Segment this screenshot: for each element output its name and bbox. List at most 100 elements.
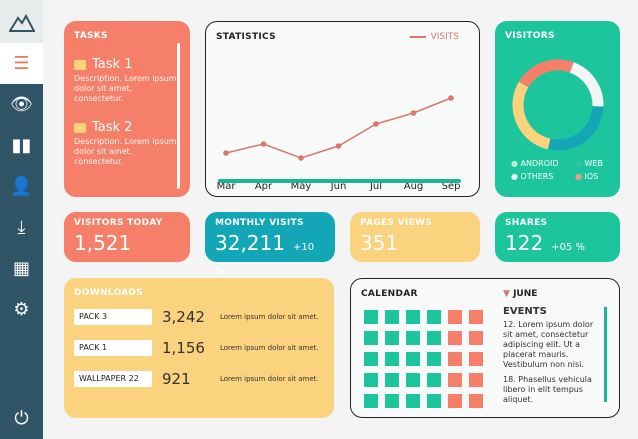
calendar-day[interactable] xyxy=(427,394,441,408)
calendar-day[interactable] xyxy=(385,310,399,324)
task-checkbox[interactable] xyxy=(74,59,86,70)
legend-ios: ● IOS xyxy=(575,172,599,181)
visitors-title: VISITORS xyxy=(505,31,555,41)
sidebar-item-views[interactable]: 👁 xyxy=(0,84,43,125)
event-item: 12. Lorem ipsum dolor sit amet, consecte… xyxy=(503,320,594,369)
series-line xyxy=(225,97,452,159)
calendar-day[interactable] xyxy=(448,352,462,366)
kpi-monthly-visits: MONTHLY VISITS 32,211 +10 % xyxy=(205,212,335,277)
data-point xyxy=(410,110,417,116)
statistics-title: STATISTICS xyxy=(216,32,276,42)
x-tick-label: Aug xyxy=(404,181,424,192)
kpi-value: 1,521 xyxy=(74,231,132,255)
gear-icon: ⚙ xyxy=(13,299,30,320)
download-row[interactable]: PACK 3 3,242 Lorem ipsum dolor sit amet. xyxy=(74,308,324,326)
power-button[interactable]: ⏻ xyxy=(0,398,43,439)
kpi-visitors-today: VISITORS TODAY 1,521 xyxy=(64,212,190,262)
calendar-day[interactable] xyxy=(469,373,483,387)
power-icon: ⏻ xyxy=(14,408,29,429)
calendar-day[interactable] xyxy=(364,394,378,408)
bar-chart-icon: ▮▮ xyxy=(11,135,32,156)
chart-legend: VISITS xyxy=(409,32,459,42)
kpi-value: 351 xyxy=(360,231,399,255)
events-title: EVENTS xyxy=(503,306,547,317)
sidebar-item-settings[interactable]: ⚙ xyxy=(0,289,43,330)
donut-legend: ● ANDROID ● WEB ● OTHERS ● IOS xyxy=(511,159,615,181)
calendar-day[interactable] xyxy=(448,310,462,324)
x-tick-label: Sep xyxy=(442,181,461,192)
download-row[interactable]: WALLPAPER 22 921 Lorem ipsum dolor sit ame… xyxy=(74,370,324,388)
calendar-day[interactable] xyxy=(406,331,420,345)
calendar-day[interactable] xyxy=(469,352,483,366)
download-name: WALLPAPER 22 xyxy=(74,371,152,387)
kpi-pages-views: PAGES VIEWS 351 xyxy=(350,212,480,262)
task-checkbox[interactable] xyxy=(74,122,86,133)
calendar-day[interactable] xyxy=(406,352,420,366)
data-point xyxy=(298,155,304,161)
list-icon: ☰ xyxy=(13,53,30,74)
download-desc: Lorem ipsum dolor sit amet. xyxy=(220,375,319,383)
tasks-card: TASKS Task 1 Description. Lorem ipsum dol… xyxy=(64,21,190,197)
calendar-day[interactable] xyxy=(364,373,378,387)
calendar-day[interactable] xyxy=(385,352,399,366)
kpi-value: 122 xyxy=(505,231,544,255)
download-row[interactable]: PACK 1 1,156 Lorem ipsum dolor sit amet. xyxy=(74,339,324,357)
sidebar-item-downloads[interactable]: ⤓ xyxy=(0,207,43,248)
user-icon: 👤 xyxy=(10,176,33,197)
visitors-card: VISITORS ● ANDROID ● WEB ● OTHERS ● IOS xyxy=(495,21,620,197)
calendar-card: CALENDAR ▼ JUNE EVENTS 12. Lorem ipsum d… xyxy=(350,278,620,418)
download-desc: Lorem ipsum dolor sit amet. xyxy=(220,344,319,352)
calendar-day[interactable] xyxy=(448,331,462,345)
calendar-icon: ▦ xyxy=(12,258,30,279)
calendar-day[interactable] xyxy=(385,331,399,345)
calendar-day[interactable] xyxy=(364,352,378,366)
calendar-day[interactable] xyxy=(385,373,399,387)
download-icon: ⤓ xyxy=(17,217,26,238)
donut-segment-android xyxy=(512,81,551,150)
calendar-day[interactable] xyxy=(427,373,441,387)
mountain-logo-icon[interactable] xyxy=(0,0,43,43)
calendar-grid xyxy=(364,310,483,408)
calendar-title: CALENDAR xyxy=(361,289,418,299)
task-item[interactable]: Task 2 Description. Lorem ipsum dolor sit… xyxy=(74,120,180,167)
calendar-day[interactable] xyxy=(469,310,483,324)
download-desc: Lorem ipsum dolor sit amet. xyxy=(220,313,319,321)
sidebar-item-stats[interactable]: ▮▮ xyxy=(0,125,43,166)
kpi-change: +10 % xyxy=(215,242,315,277)
download-count: 1,156 xyxy=(162,339,205,357)
calendar-day[interactable] xyxy=(364,310,378,324)
sidebar-item-user[interactable]: 👤 xyxy=(0,166,43,207)
sidebar-item-list[interactable]: ☰ xyxy=(0,43,43,84)
calendar-day[interactable] xyxy=(427,352,441,366)
statistics-card: STATISTICS VISITS Mar Apr May Jun Jul Aug Sep xyxy=(205,21,480,197)
donut-chart xyxy=(512,59,604,151)
kpi-label: MONTHLY VISITS xyxy=(215,218,304,228)
calendar-day[interactable] xyxy=(406,394,420,408)
download-name: PACK 1 xyxy=(74,340,152,356)
data-point xyxy=(223,150,229,156)
data-point xyxy=(260,141,267,147)
calendar-day[interactable] xyxy=(427,310,441,324)
month-selector[interactable]: ▼ JUNE xyxy=(503,289,537,299)
sidebar-item-calendar[interactable]: ▦ xyxy=(0,248,43,289)
triangle-down-icon: ▼ xyxy=(503,289,510,299)
calendar-day[interactable] xyxy=(364,331,378,345)
calendar-day[interactable] xyxy=(385,394,399,408)
calendar-day[interactable] xyxy=(427,331,441,345)
eye-icon: 👁 xyxy=(10,94,33,115)
calendar-day[interactable] xyxy=(406,373,420,387)
chart-range-slider[interactable] xyxy=(218,179,461,183)
data-point xyxy=(448,95,454,101)
calendar-day[interactable] xyxy=(406,310,420,324)
scrollbar[interactable] xyxy=(177,43,180,189)
task-item[interactable]: Task 1 Description. Lorem ipsum dolor sit… xyxy=(74,57,180,104)
calendar-day[interactable] xyxy=(469,331,483,345)
calendar-day[interactable] xyxy=(469,394,483,408)
scrollbar[interactable] xyxy=(604,307,607,402)
calendar-day[interactable] xyxy=(448,373,462,387)
month-label: JUNE xyxy=(513,289,538,299)
calendar-day[interactable] xyxy=(448,394,462,408)
download-count: 921 xyxy=(162,370,191,388)
task-title: Task 2 xyxy=(92,120,133,135)
kpi-value: 32,211 xyxy=(215,231,285,255)
